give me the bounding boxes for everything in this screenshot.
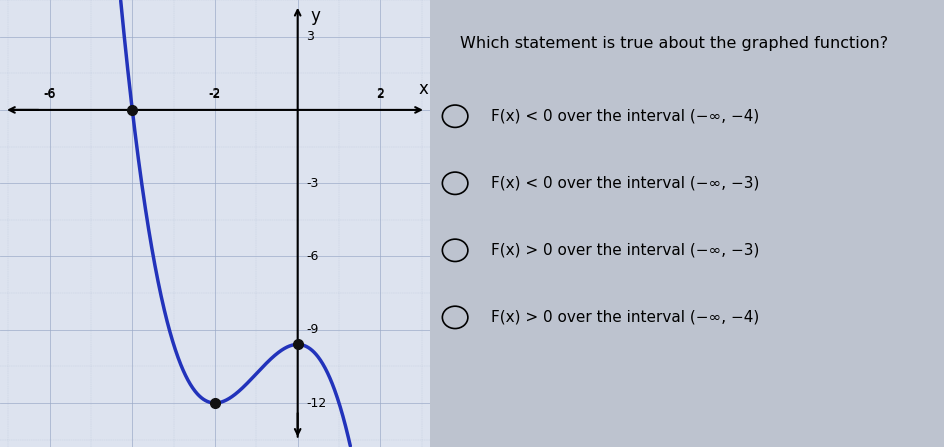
Text: 2: 2 [376,89,384,101]
Text: -2: -2 [209,87,221,100]
Text: 2: 2 [376,87,384,100]
Text: x: x [418,80,429,98]
Text: F(x) > 0 over the interval (−∞, −4): F(x) > 0 over the interval (−∞, −4) [490,310,758,325]
Text: -6: -6 [43,87,56,100]
Text: F(x) < 0 over the interval (−∞, −3): F(x) < 0 over the interval (−∞, −3) [490,176,758,191]
Point [125,106,140,114]
Text: 3: 3 [306,30,313,43]
Text: -9: -9 [306,323,318,336]
Point [290,341,305,348]
Text: F(x) < 0 over the interval (−∞, −4): F(x) < 0 over the interval (−∞, −4) [490,109,758,124]
Text: -2: -2 [209,89,221,101]
Text: -6: -6 [306,250,318,263]
Text: -3: -3 [306,177,318,190]
Text: -6: -6 [43,89,56,101]
Text: y: y [310,7,320,25]
Text: -12: -12 [306,396,326,409]
Text: Which statement is true about the graphed function?: Which statement is true about the graphe… [460,36,887,51]
Point [207,400,223,407]
Text: F(x) > 0 over the interval (−∞, −3): F(x) > 0 over the interval (−∞, −3) [490,243,758,258]
